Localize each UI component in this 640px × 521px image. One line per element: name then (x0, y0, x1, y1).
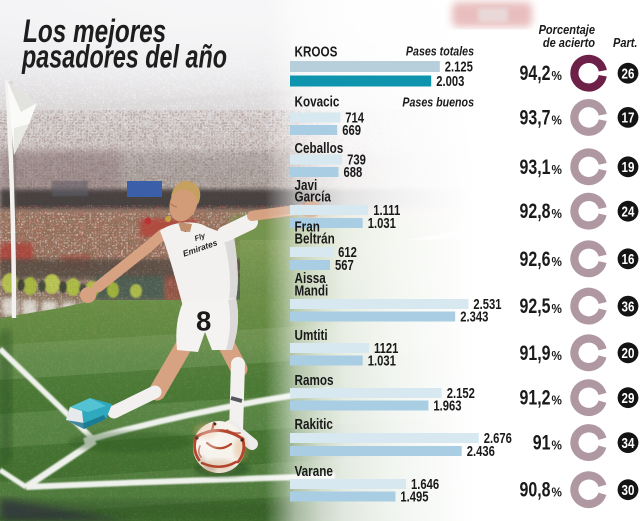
svg-text:714: 714 (345, 109, 364, 126)
svg-text:%: % (552, 69, 562, 84)
svg-text:Umtiti: Umtiti (295, 327, 328, 344)
svg-text:91: 91 (533, 431, 551, 455)
svg-text:2.676: 2.676 (484, 430, 512, 447)
svg-text:92,5: 92,5 (520, 295, 551, 319)
svg-text:30: 30 (622, 482, 635, 499)
svg-text:24: 24 (622, 203, 636, 220)
svg-text:de acierto: de acierto (543, 35, 595, 50)
svg-text:%: % (552, 113, 562, 128)
svg-text:93,1: 93,1 (520, 156, 551, 180)
svg-text:Ramos: Ramos (295, 372, 334, 389)
svg-text:1.963: 1.963 (433, 397, 461, 414)
svg-text:Rakitic: Rakitic (295, 416, 334, 433)
svg-text:92,8: 92,8 (520, 200, 551, 224)
svg-text:1121: 1121 (374, 340, 398, 357)
svg-text:Porcentaje: Porcentaje (539, 22, 596, 37)
svg-text:29: 29 (622, 390, 635, 407)
svg-text:17: 17 (622, 109, 635, 126)
svg-text:Mandi: Mandi (295, 282, 329, 299)
svg-text:Javi: Javi (295, 177, 318, 194)
svg-text:2.125: 2.125 (445, 58, 473, 75)
svg-text:García: García (295, 188, 332, 205)
svg-text:2.436: 2.436 (467, 443, 495, 460)
svg-text:%: % (552, 207, 562, 222)
svg-text:Los mejores: Los mejores (23, 14, 166, 50)
svg-text:739: 739 (347, 151, 366, 168)
svg-text:26: 26 (622, 65, 635, 82)
svg-text:612: 612 (338, 244, 357, 261)
svg-text:1.495: 1.495 (400, 488, 428, 505)
svg-text:Pases buenos: Pases buenos (402, 94, 474, 109)
svg-text:1.111: 1.111 (373, 202, 400, 219)
svg-text:1.646: 1.646 (411, 476, 439, 493)
svg-text:KROOS: KROOS (295, 43, 338, 60)
svg-text:pasadores del año: pasadores del año (21, 39, 227, 74)
svg-text:%: % (552, 302, 562, 317)
svg-text:%: % (552, 254, 562, 269)
svg-text:Kovacic: Kovacic (295, 93, 340, 110)
svg-text:Beltrán: Beltrán (295, 230, 335, 247)
svg-text:34: 34 (622, 435, 636, 452)
svg-text:2.531: 2.531 (473, 296, 501, 313)
svg-text:2.003: 2.003 (436, 73, 464, 90)
svg-text:567: 567 (335, 257, 354, 274)
svg-text:669: 669 (342, 122, 361, 139)
svg-text:90,8: 90,8 (520, 479, 551, 503)
svg-text:2.152: 2.152 (447, 385, 475, 402)
svg-text:Varane: Varane (295, 463, 334, 480)
svg-text:Pases totales: Pases totales (406, 43, 474, 58)
svg-text:Fran: Fran (295, 218, 320, 235)
svg-text:91,2: 91,2 (520, 387, 551, 411)
svg-text:%: % (552, 348, 562, 363)
svg-text:%: % (552, 485, 562, 500)
svg-text:Aissa: Aissa (295, 270, 327, 287)
svg-text:2.343: 2.343 (460, 308, 488, 325)
svg-text:94,2: 94,2 (520, 62, 551, 86)
svg-text:%: % (552, 393, 562, 408)
svg-text:36: 36 (622, 298, 635, 315)
svg-text:91,9: 91,9 (520, 342, 551, 366)
svg-text:19: 19 (622, 159, 635, 176)
svg-text:1.031: 1.031 (368, 352, 396, 369)
svg-text:16: 16 (622, 251, 635, 268)
svg-text:93,7: 93,7 (520, 106, 551, 130)
svg-text:688: 688 (344, 164, 363, 181)
svg-text:Part.: Part. (613, 35, 638, 50)
svg-text:20: 20 (622, 345, 635, 362)
svg-text:%: % (552, 438, 562, 453)
svg-text:92,6: 92,6 (520, 248, 551, 272)
svg-text:1.031: 1.031 (368, 215, 396, 232)
svg-text:Ceballos: Ceballos (295, 140, 344, 157)
svg-text:%: % (552, 162, 562, 177)
